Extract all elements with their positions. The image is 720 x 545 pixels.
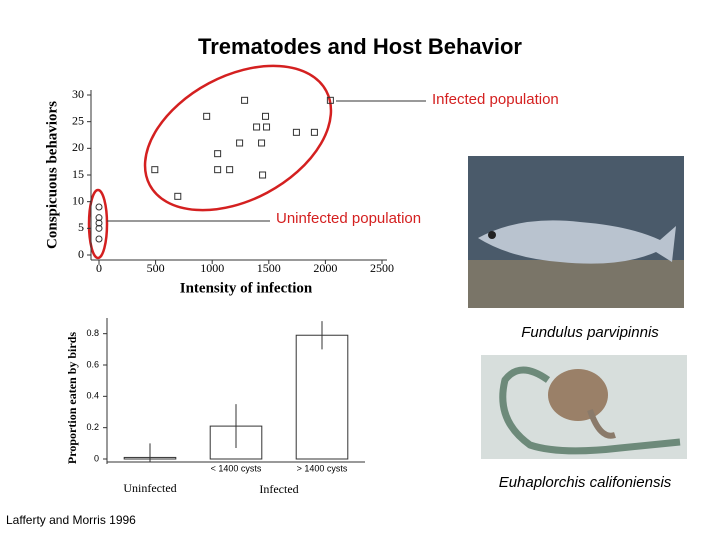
y-axis-label: Conspicuous behaviors [44,101,60,249]
data-point [262,112,270,120]
data-point [326,96,334,104]
annotation: Infected population [432,91,559,108]
y-tick-label: 0.4 [86,391,99,401]
x-tick-label: 2500 [370,261,394,275]
y-tick-label: 25 [72,113,84,127]
y-tick-label: 15 [72,167,84,181]
data-point [95,235,103,243]
infected-ellipse [143,64,333,212]
data-point [95,214,103,222]
data-point [263,123,271,131]
y-tick-label: 0.8 [86,328,99,338]
y-tick-label: 0.2 [86,422,99,432]
y-tick-label: 0 [78,247,84,261]
data-point [236,139,244,147]
citation: Lafferty and Morris 1996 [6,513,136,527]
data-point [174,192,182,200]
data-point [241,96,249,104]
group-label: Infected [259,482,298,496]
x-tick-label: 2000 [313,261,337,275]
y-tick-label: 30 [72,87,84,101]
annotation: Uninfected population [276,210,421,227]
data-point [203,112,211,120]
y-tick-label: 20 [72,140,84,154]
x-tick-label: 1500 [257,261,281,275]
y-tick-label: 5 [78,220,84,234]
data-point [95,219,103,227]
caption: Fundulus parvipinnis [521,324,659,341]
caption: Euhaplorchis califoniensis [499,474,672,491]
data-point [226,166,234,174]
x-tick-label: 500 [147,261,165,275]
x-tick-label: < 1400 cysts [211,463,262,473]
x-tick-label: 0 [96,261,102,275]
data-point [259,171,267,179]
y-axis-label: Proportion eaten by birds [65,332,79,464]
data-point [95,203,103,211]
y-tick-label: 0 [94,453,99,463]
data-point [214,150,222,158]
data-point [258,139,266,147]
fish-photo [468,156,684,308]
data-point [292,128,300,136]
data-point [214,166,222,174]
bar [295,334,349,460]
y-tick-label: 10 [72,193,84,207]
data-point [253,123,261,131]
x-tick-label: > 1400 cysts [297,463,348,473]
x-axis-label: Intensity of infection [180,280,313,296]
y-tick-label: 0.6 [86,359,99,369]
data-point [95,224,103,232]
parasite-photo [481,355,687,459]
x-tick-label: Uninfected [123,481,176,495]
uninfected-ellipse [87,188,109,260]
data-point [151,166,159,174]
x-tick-label: 1000 [200,261,224,275]
slide-title: Trematodes and Host Behavior [198,34,522,59]
data-point [310,128,318,136]
